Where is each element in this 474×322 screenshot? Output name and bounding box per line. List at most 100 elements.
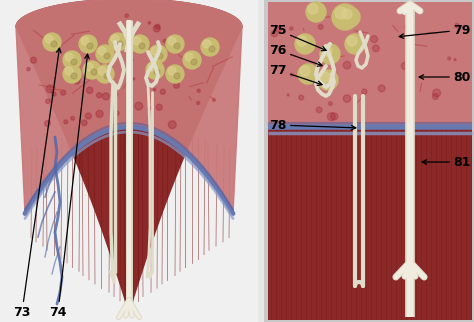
Circle shape [413,11,415,13]
Circle shape [454,59,456,61]
Circle shape [96,45,114,63]
Circle shape [319,24,323,29]
Circle shape [104,73,110,79]
Circle shape [168,121,176,128]
Circle shape [405,23,413,31]
Circle shape [175,39,178,41]
Circle shape [166,35,184,53]
Circle shape [61,90,66,95]
Circle shape [209,46,215,52]
Polygon shape [16,0,242,213]
Circle shape [82,120,87,126]
Circle shape [299,95,304,100]
Circle shape [301,65,306,71]
Circle shape [129,78,133,81]
Circle shape [432,94,438,99]
Circle shape [46,99,50,104]
Circle shape [73,77,80,84]
Circle shape [300,66,310,76]
Circle shape [362,89,367,94]
Circle shape [343,95,351,102]
Circle shape [46,85,54,93]
Circle shape [271,30,278,37]
Circle shape [104,53,110,59]
Circle shape [149,45,167,63]
Circle shape [328,102,332,106]
Text: 80: 80 [419,71,471,83]
Circle shape [401,62,408,69]
Circle shape [102,93,109,100]
Text: 81: 81 [422,156,471,168]
Circle shape [340,7,360,27]
Circle shape [150,107,153,109]
Circle shape [154,69,160,75]
Text: 74: 74 [49,54,89,318]
Circle shape [131,35,149,53]
Circle shape [185,53,193,61]
Circle shape [27,67,30,71]
Circle shape [174,73,180,79]
Circle shape [96,65,114,83]
Polygon shape [264,0,474,322]
Circle shape [410,47,413,51]
Circle shape [43,33,61,51]
Circle shape [51,41,57,47]
Circle shape [135,102,143,110]
Polygon shape [268,2,472,320]
Circle shape [201,38,219,56]
Circle shape [111,35,119,43]
Circle shape [112,91,118,97]
Circle shape [183,51,201,69]
Circle shape [52,92,56,96]
Circle shape [45,35,53,43]
Circle shape [71,73,77,79]
Circle shape [197,89,201,92]
Circle shape [191,59,197,65]
Circle shape [81,37,89,45]
Circle shape [291,73,293,76]
Circle shape [45,120,50,126]
Circle shape [345,34,365,54]
Circle shape [168,67,176,75]
Circle shape [63,65,81,83]
Text: 79: 79 [399,24,471,38]
Circle shape [79,35,97,53]
Circle shape [86,87,93,93]
Circle shape [308,4,318,14]
Circle shape [148,22,151,24]
Circle shape [203,40,211,48]
Text: 73: 73 [13,48,61,318]
Text: 78: 78 [269,118,356,131]
Circle shape [335,7,347,19]
Circle shape [316,107,322,113]
Circle shape [118,37,121,40]
Circle shape [347,36,357,46]
Circle shape [97,93,102,98]
Text: 77: 77 [269,63,322,85]
Circle shape [85,113,91,119]
Circle shape [297,36,307,46]
Circle shape [148,63,156,71]
Circle shape [75,69,79,73]
Circle shape [298,64,318,84]
Circle shape [320,72,330,82]
Circle shape [114,111,119,116]
Polygon shape [16,0,242,312]
Circle shape [163,39,166,43]
Circle shape [287,94,289,96]
Circle shape [348,7,353,13]
Circle shape [87,43,93,49]
Circle shape [322,46,332,56]
Circle shape [65,53,73,61]
Circle shape [87,66,94,73]
Circle shape [109,33,127,51]
Circle shape [117,41,123,47]
Circle shape [153,25,160,32]
Circle shape [306,2,326,22]
Circle shape [276,26,282,32]
Circle shape [371,36,378,43]
Text: 76: 76 [269,43,322,66]
Circle shape [318,70,338,90]
Circle shape [154,89,156,91]
Circle shape [290,27,293,30]
